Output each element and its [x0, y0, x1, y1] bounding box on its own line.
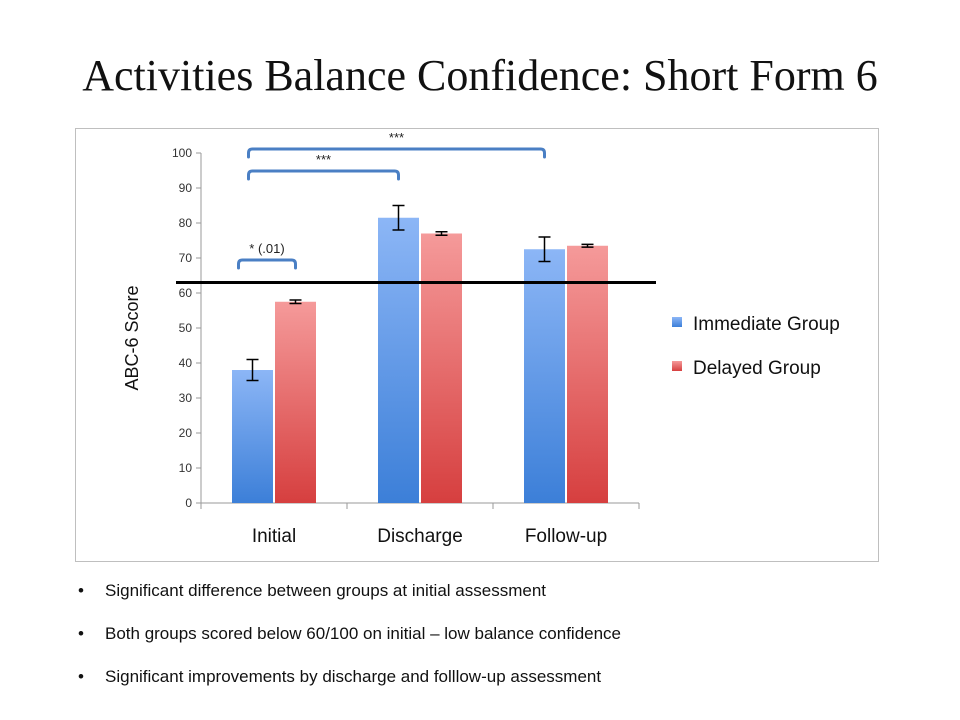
legend-swatch — [672, 361, 682, 371]
bar — [524, 249, 565, 503]
significance-label: *** — [389, 130, 404, 145]
y-tick-label: 60 — [179, 286, 193, 300]
bullet-list: Significant difference between groups at… — [78, 578, 938, 707]
legend-label: Immediate Group — [693, 314, 840, 335]
bar-chart: 0 10 20 30 40 50 60 70 80 90 100 Initial Discharge Fo… — [122, 130, 840, 547]
bullet-item: Significant difference between groups at… — [78, 578, 938, 621]
significance-bracket — [237, 258, 297, 270]
x-tick-label: Initial — [252, 526, 296, 547]
bar — [275, 301, 316, 503]
x-tick-label: Follow-up — [525, 526, 607, 547]
y-tick-label: 50 — [179, 321, 193, 335]
y-tick-label: 70 — [179, 251, 193, 265]
y-tick-label: 0 — [185, 496, 192, 510]
y-tick-label: 90 — [179, 181, 193, 195]
legend-label: Delayed Group — [693, 358, 821, 379]
y-tick-label: 10 — [179, 461, 193, 475]
bar — [567, 245, 608, 503]
y-tick-label: 30 — [179, 391, 193, 405]
x-tick-label: Discharge — [377, 526, 463, 547]
significance-bracket — [247, 169, 400, 181]
y-tick-label: 40 — [179, 356, 193, 370]
y-tick-label: 80 — [179, 216, 193, 230]
bar — [232, 370, 273, 503]
bar — [421, 233, 462, 503]
significance-label: *** — [316, 152, 331, 167]
y-tick-label: 100 — [172, 146, 192, 160]
bullet-item: Both groups scored below 60/100 on initi… — [78, 621, 938, 664]
y-tick-label: 20 — [179, 426, 193, 440]
bullet-item: Significant improvements by discharge an… — [78, 664, 938, 707]
significance-bracket — [247, 147, 546, 159]
bar — [378, 217, 419, 503]
legend-swatch — [672, 317, 682, 327]
chart-frame: 0 10 20 30 40 50 60 70 80 90 100 Initial Discharge Fo… — [75, 128, 879, 562]
significance-label: * (.01) — [249, 241, 284, 256]
slide-title: Activities Balance Confidence: Short For… — [82, 51, 878, 100]
y-axis-label: ABC-6 Score — [122, 285, 142, 390]
